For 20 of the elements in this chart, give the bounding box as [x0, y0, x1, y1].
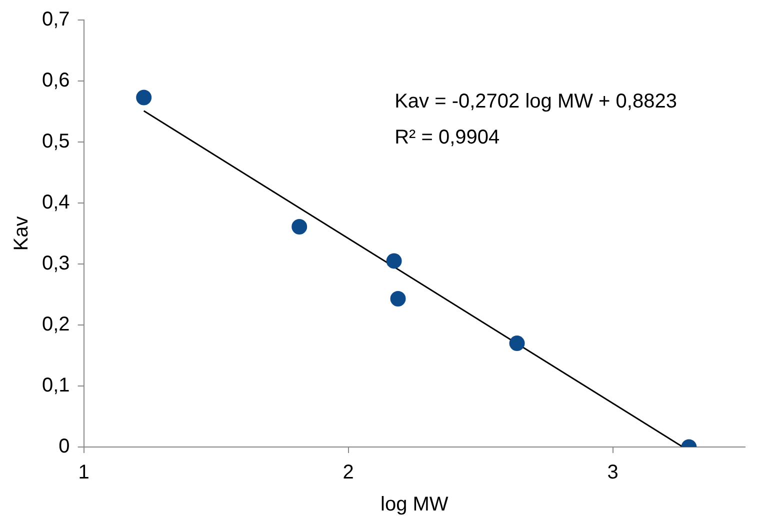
- y-tick-label: 0,1: [42, 374, 70, 397]
- y-tick-label: 0,6: [42, 70, 70, 92]
- y-axis-title: Kav: [10, 216, 33, 251]
- y-tick-label: 0,7: [42, 8, 70, 31]
- x-axis-title: log MW: [380, 494, 448, 516]
- y-tick-label: 0,2: [42, 314, 70, 336]
- x-tick-label: 3: [607, 462, 618, 484]
- y-tick-label: 0: [58, 436, 70, 458]
- y-tick-label: 0,5: [42, 130, 70, 153]
- x-tick-label: 1: [78, 462, 90, 484]
- point: [390, 291, 406, 307]
- y-tick-label: 0,4: [42, 192, 70, 214]
- x-tick-label: 2: [342, 462, 354, 484]
- annotation: R² = 0,9904: [394, 126, 500, 149]
- point: [509, 336, 525, 352]
- point: [136, 90, 152, 106]
- y-tick-label: 0,3: [42, 252, 70, 275]
- point: [292, 219, 308, 235]
- annotation: Kav = -0,2702 log MW + 0,8823: [394, 90, 677, 113]
- point: [386, 253, 402, 269]
